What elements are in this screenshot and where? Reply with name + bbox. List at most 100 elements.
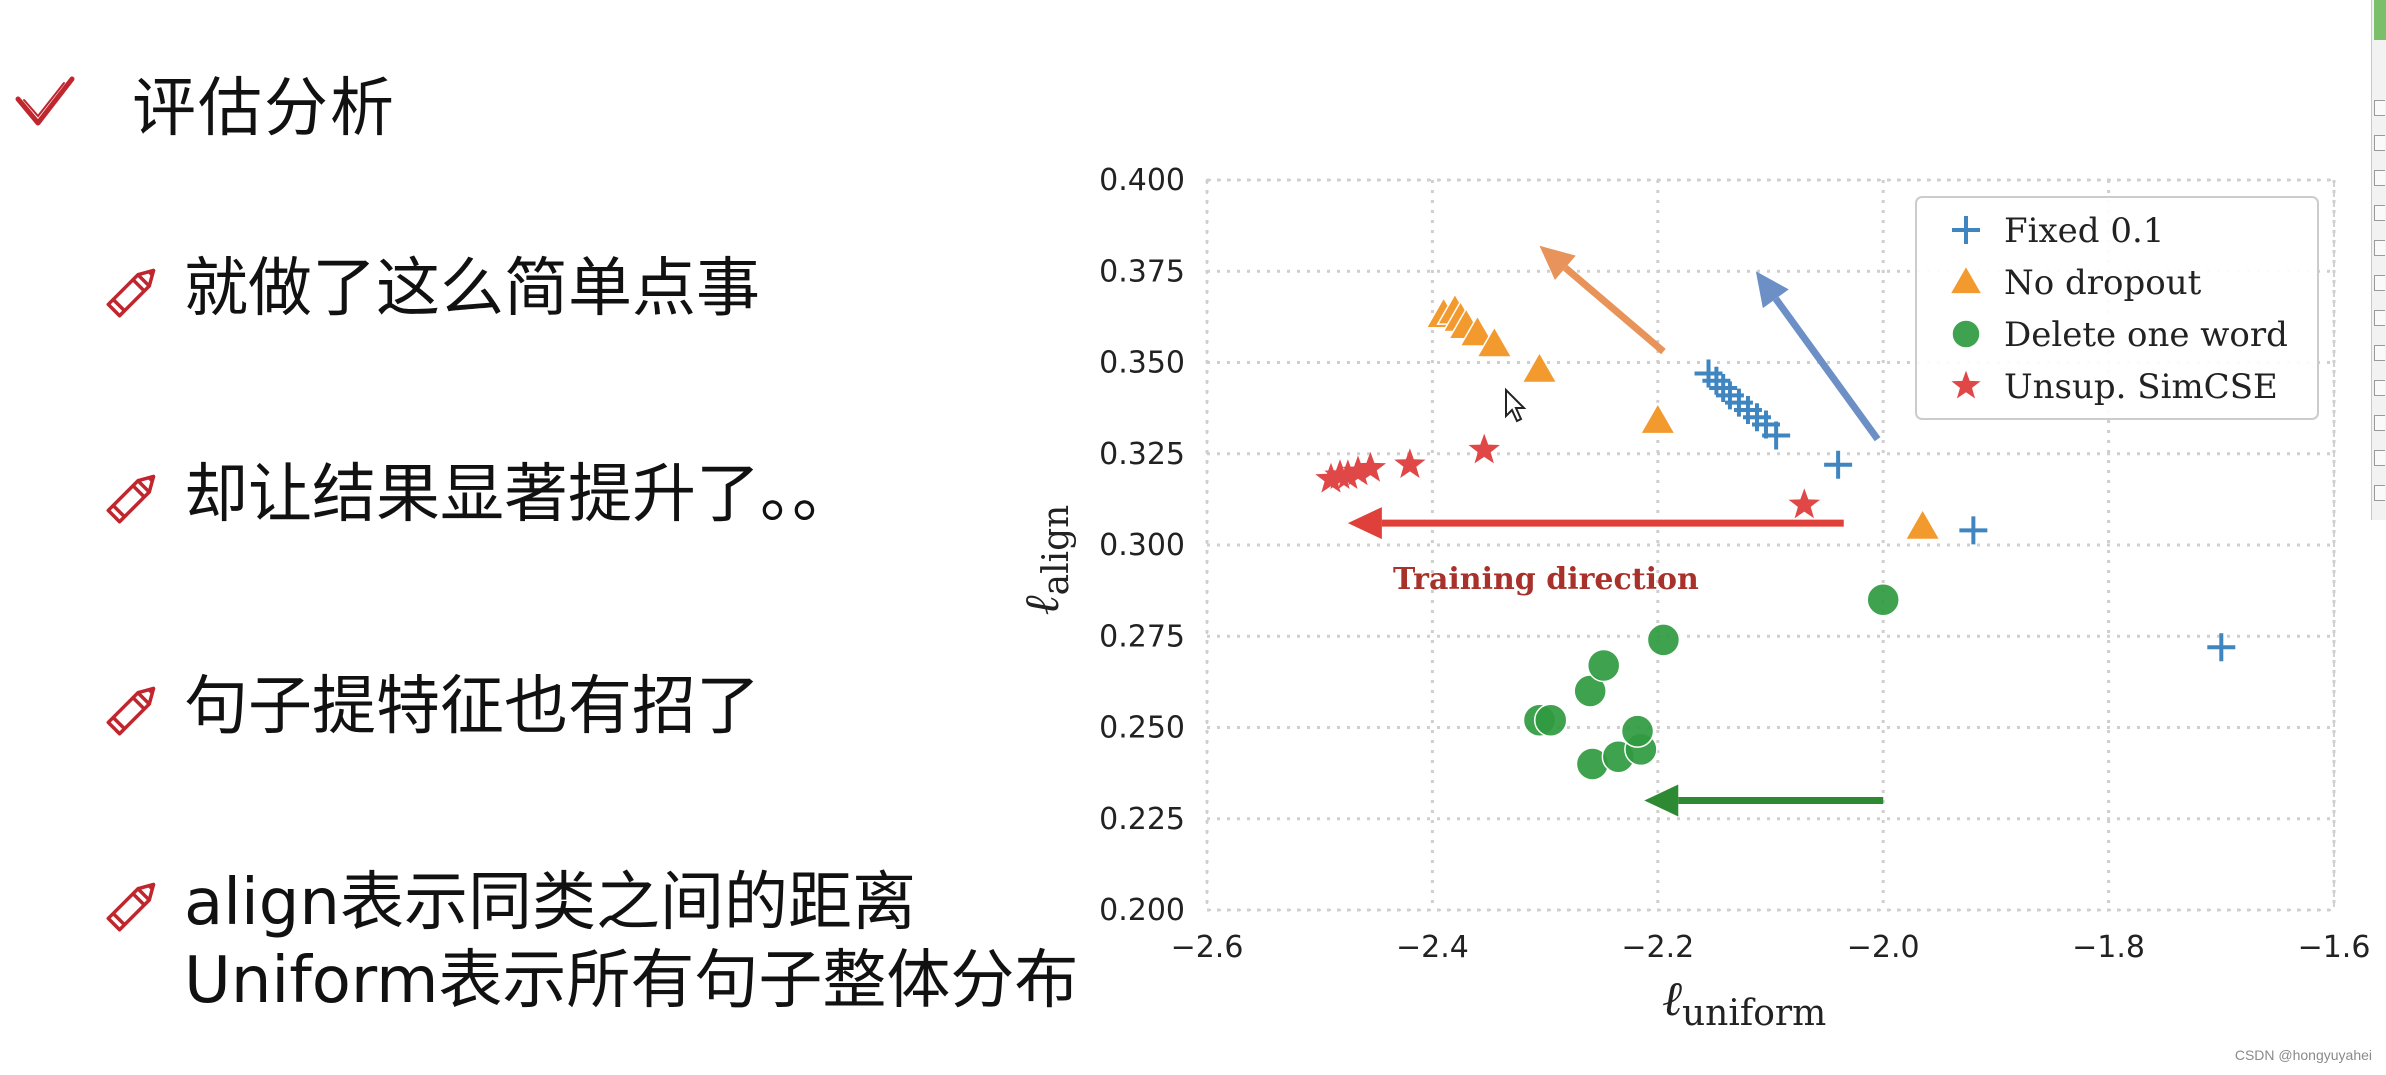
toolbar-button[interactable]	[2374, 450, 2385, 466]
direction-arrow-shaft	[1772, 296, 1881, 442]
triangle-marker	[1948, 264, 1984, 295]
direction-arrow-head	[1755, 271, 1789, 309]
pencil-icon	[106, 686, 156, 736]
y-tick-label: 0.300	[1099, 528, 1185, 563]
y-tick-label: 0.400	[1099, 163, 1185, 198]
pencil-icon	[106, 268, 156, 318]
pencil-body	[106, 272, 152, 318]
circle-marker	[1586, 648, 1621, 683]
pencil-icon	[106, 882, 156, 932]
plus-marker	[1959, 516, 1988, 545]
x-tick-label: −1.8	[2072, 930, 2145, 965]
circle-marker	[1866, 583, 1900, 617]
circle-marker	[1646, 623, 1681, 657]
triangle-marker	[1904, 507, 1942, 541]
star-marker	[1332, 459, 1364, 489]
bullet-item-2: 却让结果显著提升了。。	[100, 456, 856, 534]
y-tick-label: 0.225	[1099, 802, 1185, 837]
direction-arrow-head	[1539, 245, 1576, 280]
plus-marker	[2207, 633, 2236, 662]
chart-points	[1315, 292, 2236, 781]
y-tick-label: 0.325	[1099, 437, 1185, 472]
y-axis-label-sub: align	[1036, 505, 1077, 596]
training-direction-annotation: Training direction	[1393, 562, 1699, 597]
triangle-marker	[1458, 314, 1497, 347]
circle-marker	[1533, 703, 1568, 737]
circle-marker	[1951, 319, 1981, 349]
x-axis-label-main: ℓ	[1662, 971, 1682, 1027]
legend-label: Fixed 0.1	[2004, 211, 2164, 251]
annotation-toolbar	[2371, 0, 2386, 520]
x-tick-label: −2.2	[1621, 930, 1694, 965]
toolbar-button[interactable]	[2374, 415, 2385, 431]
toolbar-button[interactable]	[2374, 345, 2385, 361]
toolbar-color-swatch[interactable]	[2374, 0, 2386, 40]
legend-label: Unsup. SimCSE	[2004, 367, 2278, 407]
triangle-marker	[1475, 325, 1513, 358]
pencil-shape	[106, 882, 156, 932]
star-marker	[1315, 462, 1347, 493]
y-tick-label: 0.375	[1099, 254, 1185, 289]
bullet-text: 却让结果显著提升了。。	[184, 456, 856, 534]
bullet-text: 就做了这么简单点事	[184, 250, 760, 328]
plus-marker	[1709, 374, 1738, 403]
pencil-shape	[106, 474, 156, 524]
pencil-band	[111, 278, 146, 313]
legend-label: Delete one word	[2004, 315, 2288, 355]
bullet-item-4: align表示同类之间的距离 Uniform表示所有句子整体分布	[100, 864, 1078, 1020]
bullet-line: 句子提特征也有招了	[184, 670, 760, 744]
star-marker	[1951, 370, 1981, 399]
star-marker	[1354, 451, 1387, 482]
slide-title: 评估分析	[132, 72, 396, 146]
bullet-text: 句子提特征也有招了	[184, 668, 760, 746]
y-tick-label: 0.350	[1099, 346, 1185, 381]
pencil-icon	[106, 474, 156, 524]
bullet-text: align表示同类之间的距离 Uniform表示所有句子整体分布	[184, 864, 1078, 1020]
triangle-marker	[1520, 351, 1559, 384]
plot-frame	[1206, 179, 2335, 911]
y-axis-label: ℓalign	[1014, 505, 1077, 616]
bullet-item-1: 就做了这么简单点事	[100, 250, 760, 328]
plus-marker	[1702, 366, 1731, 395]
bullet-line: Uniform表示所有句子整体分布	[184, 944, 1079, 1018]
star-marker	[1394, 448, 1426, 478]
chart-axes: −2.6 −2.4 −2.2 −2.0 −1.8 −1.6 0.200 0.225 0.250 0…	[1014, 163, 2370, 1034]
y-tick-label: 0.200	[1099, 893, 1185, 928]
toolbar-button[interactable]	[2374, 100, 2385, 116]
pencil-lead	[147, 882, 156, 891]
direction-arrow-shaft	[1563, 265, 1666, 355]
pencil-lead	[147, 268, 156, 277]
toolbar-button[interactable]	[2374, 485, 2385, 501]
triangle-marker	[1639, 402, 1677, 435]
x-tick-label: −2.0	[1847, 930, 1920, 965]
star-marker	[1788, 488, 1820, 519]
pencil-band	[111, 892, 146, 927]
pencil-band	[111, 696, 146, 731]
circle-marker	[1620, 714, 1655, 748]
toolbar-button[interactable]	[2374, 240, 2385, 256]
plus-marker	[1824, 450, 1853, 479]
toolbar-button[interactable]	[2374, 170, 2385, 186]
x-axis-label: ℓuniform	[1662, 971, 1826, 1034]
plus-marker	[1762, 421, 1791, 450]
y-axis-label-main: ℓ	[1014, 595, 1070, 615]
chart-arrows	[1347, 245, 1884, 817]
toolbar-button[interactable]	[2374, 380, 2385, 396]
mouse-cursor-icon	[1505, 387, 1527, 423]
toolbar-button[interactable]	[2374, 135, 2385, 151]
toolbar-button[interactable]	[2374, 310, 2385, 326]
y-tick-label: 0.275	[1099, 619, 1185, 654]
chart-legend: Fixed 0.1 No dropout Delete one word Unsup.…	[1915, 196, 2319, 420]
pencil-band	[111, 484, 146, 519]
x-tick-label: −2.4	[1396, 930, 1469, 965]
pencil-lead	[147, 474, 156, 483]
toolbar-button[interactable]	[2374, 205, 2385, 221]
pencil-shape	[106, 686, 156, 736]
x-tick-label: −1.6	[2298, 930, 2371, 965]
pencil-shape	[106, 268, 156, 318]
chart-labels: Training direction	[1393, 562, 1699, 597]
bullet-line: align表示同类之间的距离	[184, 866, 916, 940]
toolbar-button[interactable]	[2374, 275, 2385, 291]
legend-box	[1915, 196, 2319, 420]
